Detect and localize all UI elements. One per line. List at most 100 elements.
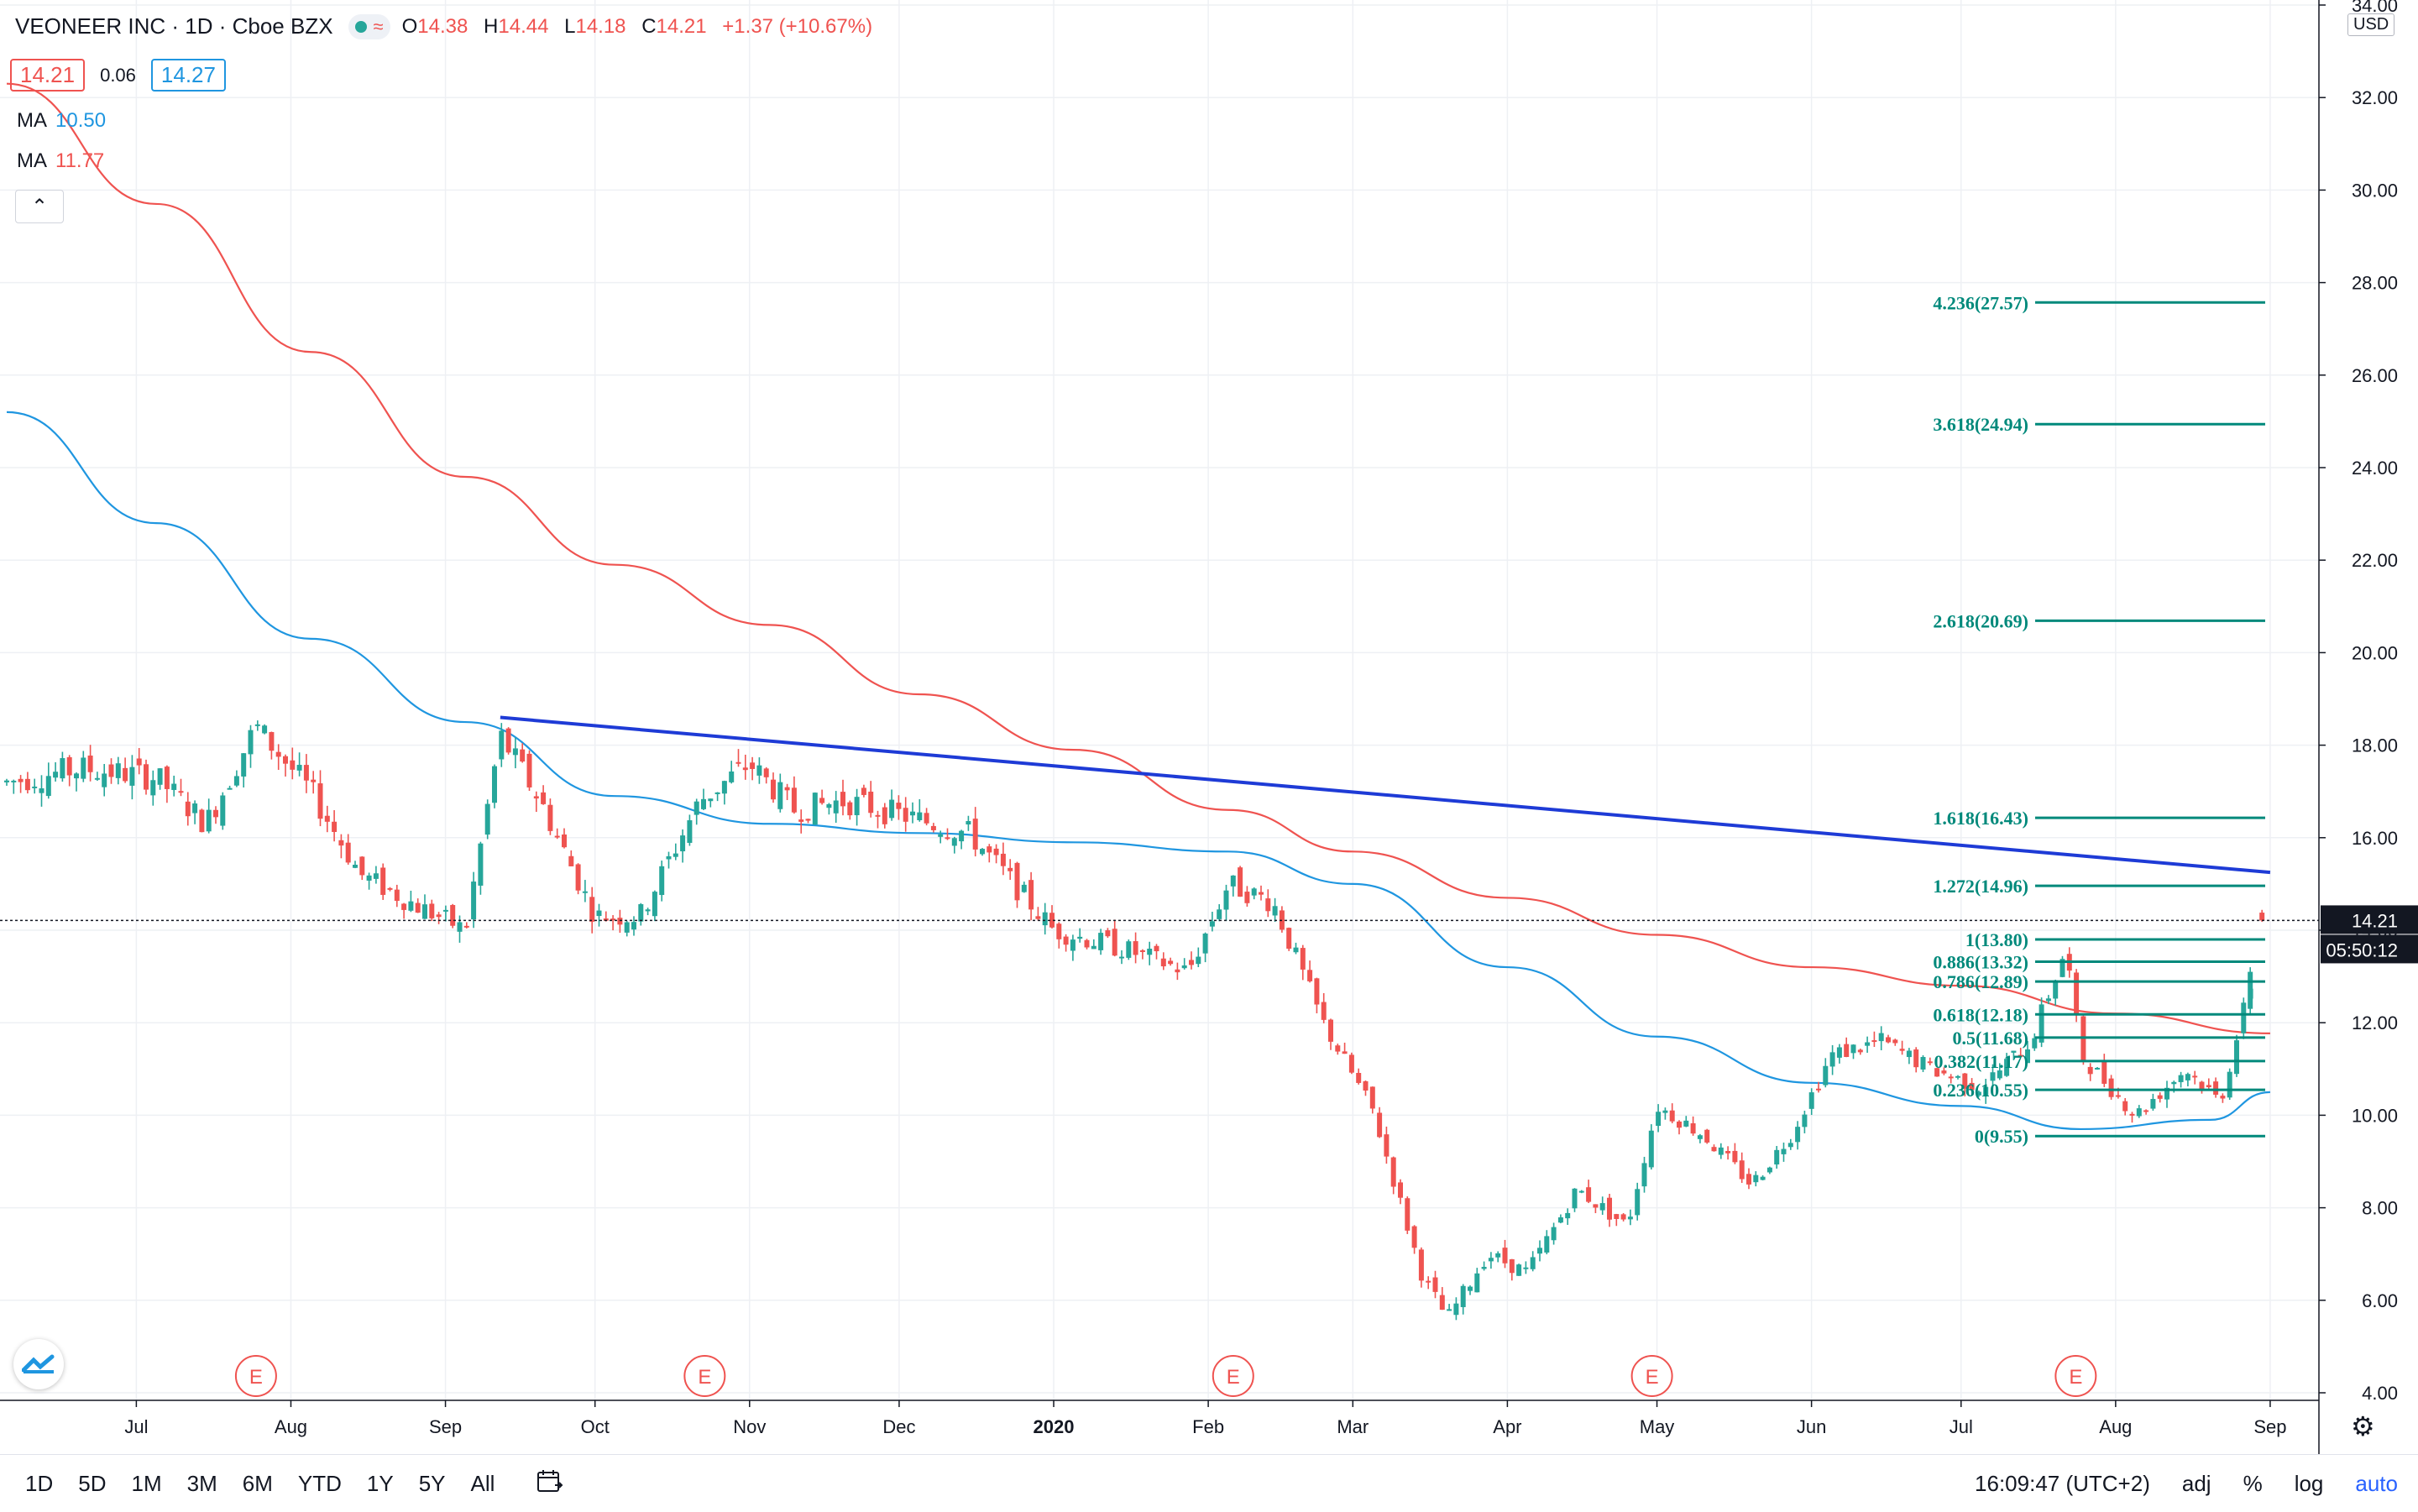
earnings-marker [2054, 1355, 2097, 1397]
candle-up [2136, 1108, 2142, 1117]
timeframe-5y[interactable]: 5Y [418, 1470, 446, 1496]
candle-up [1983, 1086, 1989, 1096]
timeframe-1d[interactable]: 1D [25, 1470, 54, 1496]
symbol-title[interactable]: VEONEER INC · 1D · Cboe BZX [15, 13, 333, 39]
candle-up [192, 803, 198, 814]
candle-up [721, 781, 727, 794]
candle-up [2059, 959, 2065, 977]
ma-line-red [6, 82, 2270, 1034]
candle-down [87, 755, 93, 772]
candle-up [74, 773, 79, 779]
auto-toggle[interactable]: auto [2355, 1470, 2398, 1496]
timeframe-ytd[interactable]: YTD [297, 1470, 342, 1496]
currency-label[interactable]: USD [2347, 13, 2395, 36]
candle-up [687, 820, 693, 843]
sell-price-box[interactable]: 14.21 [10, 59, 86, 92]
open-value: 14.38 [417, 14, 468, 38]
candle-up [39, 788, 44, 793]
candle-up [938, 834, 944, 837]
candle-down [547, 804, 553, 831]
candle-up [1181, 965, 1187, 969]
collapse-legend-button[interactable]: ⌃ [15, 190, 64, 223]
timeframe-3m[interactable]: 3M [186, 1470, 217, 1496]
candle-up [1850, 1044, 1856, 1054]
candle-down [568, 855, 574, 866]
ma1-value: 10.50 [55, 109, 107, 132]
candle-down [603, 918, 609, 921]
candle-up [102, 773, 107, 787]
candle-down [1892, 1039, 1898, 1044]
tradingview-logo-icon[interactable] [13, 1339, 64, 1389]
candle-down [1426, 1280, 1431, 1283]
candle-down [1739, 1160, 1745, 1180]
percent-toggle[interactable]: % [2243, 1470, 2263, 1496]
candle-up [1808, 1092, 1814, 1109]
time-tick-label: Jul [1950, 1416, 1973, 1437]
fib-level-label: 0.786(12.89) [1933, 971, 2028, 992]
candle-down [1008, 867, 1013, 871]
candle-down [436, 914, 442, 918]
candle-up [1551, 1227, 1557, 1241]
candle-down [144, 764, 149, 790]
ma1-legend[interactable]: MA 10.50 [17, 109, 107, 132]
candle-up [2004, 1059, 2010, 1076]
candle-up [582, 891, 588, 893]
candle-up [680, 835, 686, 852]
candle-down [987, 846, 992, 853]
timeframe-all[interactable]: All [470, 1470, 495, 1496]
clock-timezone[interactable]: 16:09:47 (UTC+2) [1975, 1470, 2150, 1496]
candle-down [1913, 1049, 1919, 1068]
candle-up [959, 830, 965, 842]
trendline [500, 715, 2271, 875]
candle-up [1468, 1286, 1473, 1291]
candle-down [1286, 928, 1292, 950]
candle-down [520, 749, 526, 762]
last-price-tag [2321, 905, 2418, 934]
candle-up [1147, 949, 1153, 955]
candle-up [596, 910, 602, 917]
candle-down [380, 867, 386, 895]
candle-up [1091, 945, 1096, 950]
timeframe-1y[interactable]: 1Y [366, 1470, 394, 1496]
price-tick-label: 16.00 [2352, 828, 2398, 849]
candle-up [2234, 1040, 2239, 1075]
candle-down [1238, 867, 1243, 897]
candle-up [1544, 1236, 1550, 1253]
candle-down [896, 803, 902, 809]
candle-down [840, 792, 845, 807]
candle-up [708, 798, 714, 802]
price-tick-label: 24.00 [2352, 458, 2398, 479]
candle-up [966, 821, 971, 825]
timeframe-6m[interactable]: 6M [242, 1470, 273, 1496]
candle-down [1857, 1049, 1863, 1053]
candle-down [505, 728, 511, 753]
wave-icon: ≈ [373, 15, 384, 37]
fib-level-label: 0.236(10.55) [1933, 1080, 2028, 1101]
candle-down [798, 819, 804, 822]
ma2-legend[interactable]: MA 11.77 [17, 149, 105, 172]
log-toggle[interactable]: log [2294, 1470, 2324, 1496]
candle-down [554, 835, 560, 838]
candle-up [366, 875, 372, 881]
adj-toggle[interactable]: adj [2181, 1470, 2211, 1496]
candle-up [353, 865, 358, 868]
candle-down [387, 887, 393, 890]
price-tick-label: 10.00 [2352, 1105, 2398, 1126]
candle-down [791, 787, 797, 813]
gear-icon[interactable]: ⚙ [2351, 1411, 2375, 1441]
timeframe-1m[interactable]: 1M [131, 1470, 162, 1496]
candle-up [638, 903, 644, 922]
candle-down [66, 756, 72, 776]
calendar-range-icon[interactable] [536, 1468, 563, 1499]
candle-down [108, 764, 114, 777]
candle-down [275, 751, 281, 757]
market-status-pill[interactable]: ≈ [348, 13, 390, 39]
timeframe-5d[interactable]: 5D [78, 1470, 107, 1496]
candle-up [812, 793, 818, 825]
candle-down [1725, 1150, 1731, 1154]
candle-down [24, 778, 30, 791]
candle-down [2129, 1113, 2135, 1116]
buy-price-box[interactable]: 14.27 [150, 59, 226, 92]
candle-up [1641, 1163, 1647, 1187]
